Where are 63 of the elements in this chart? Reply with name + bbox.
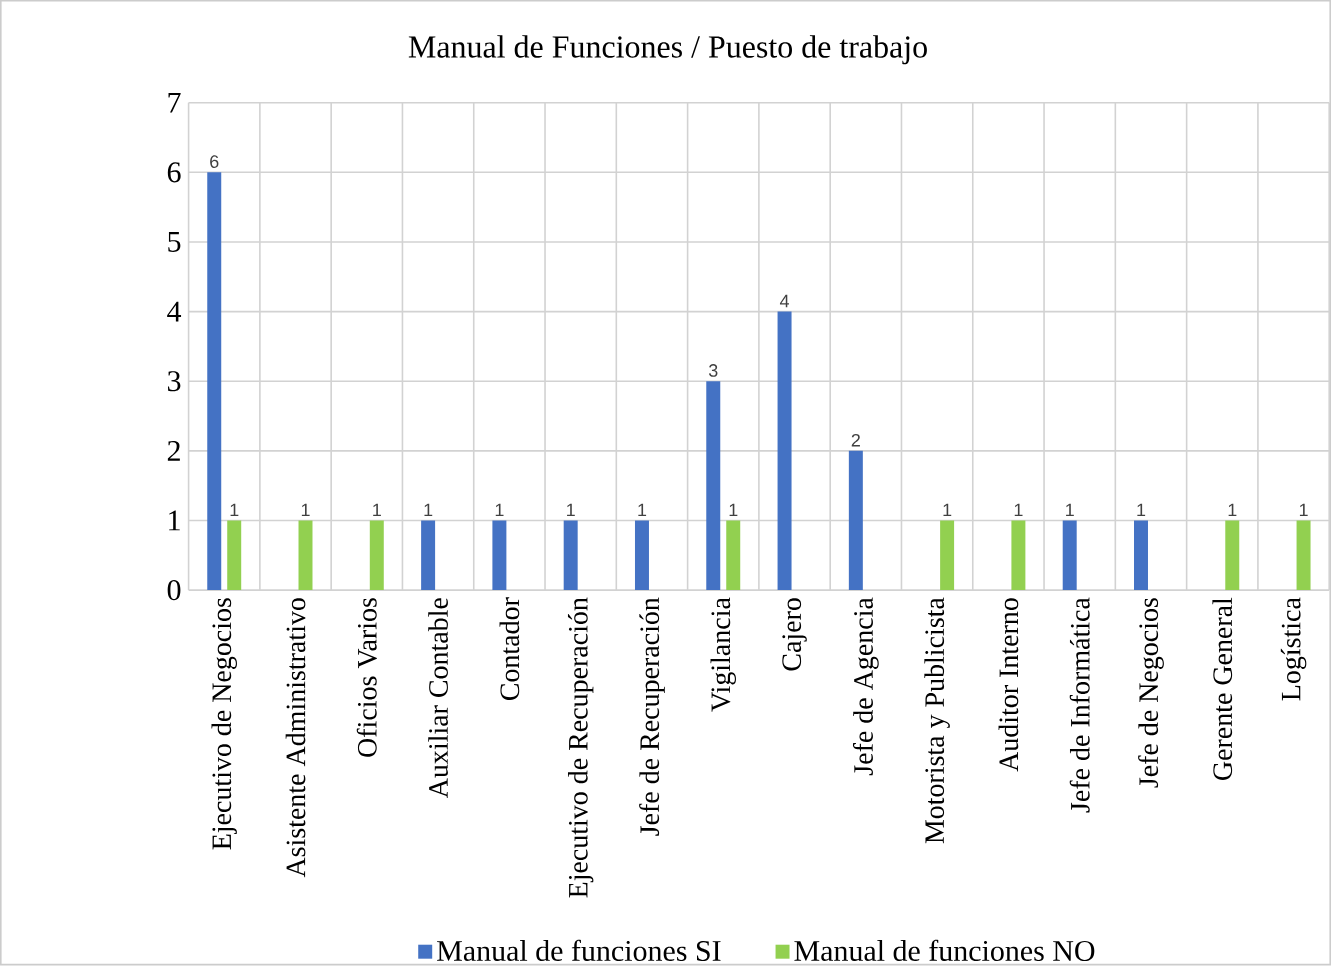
bar [777, 311, 792, 591]
data-label: 1 [424, 503, 433, 517]
bar [207, 172, 222, 591]
data-label: 1 [1228, 503, 1237, 517]
data-label: 1 [1066, 503, 1074, 517]
bar [298, 520, 313, 591]
x-tick-label: Vigilancia [710, 597, 736, 712]
y-tick-label: 1 [169, 510, 180, 531]
x-tick-label: Auxiliar Contable [428, 598, 448, 799]
bar [563, 520, 578, 591]
y-tick-label: 5 [168, 232, 181, 253]
x-tick-label: Gerente General [1212, 597, 1233, 781]
y-tick-label: 6 [167, 162, 181, 183]
bar [1296, 520, 1311, 591]
data-label: 1 [729, 503, 738, 517]
data-label: 2 [851, 434, 860, 447]
data-label: 1 [301, 503, 310, 517]
data-label: 3 [708, 364, 718, 377]
data-label: 4 [779, 294, 790, 308]
bar [1062, 520, 1077, 591]
bar [369, 520, 384, 591]
x-tick-label: Jefe de Recuperación [639, 597, 665, 836]
y-tick-label: 3 [167, 371, 181, 392]
bar [1134, 520, 1148, 591]
data-label: 1 [495, 503, 504, 517]
bar [421, 520, 436, 591]
bar [726, 520, 741, 591]
x-tick-label: Asistente Administrativo [285, 598, 306, 878]
x-tick-label: Logística [1280, 597, 1307, 701]
bar [940, 520, 955, 591]
chart-title: Manual de Funciones / Puesto de trabajo [408, 35, 927, 65]
y-tick-label: 7 [168, 93, 181, 113]
data-label: 1 [567, 503, 575, 517]
data-label: 1 [230, 503, 239, 517]
legend-label: Manual de funciones SI [437, 939, 721, 962]
y-tick-label: 4 [167, 301, 182, 322]
x-tick-label: Jefe de Negocios [1138, 598, 1164, 788]
data-label: 1 [1137, 503, 1146, 517]
x-tick-label: Contador [499, 597, 520, 701]
x-tick-label: Ejecutivo de Recuperación [567, 597, 594, 898]
x-tick-label: Jefe de Agencia [852, 597, 879, 776]
x-tick-label: Motorista y Publicista [924, 597, 950, 844]
data-label: 1 [943, 503, 952, 517]
y-tick-label: 2 [167, 441, 180, 461]
bar [492, 520, 507, 591]
x-tick-label: Auditor Interno [998, 598, 1019, 772]
data-label: 1 [638, 503, 647, 517]
bar [1225, 520, 1240, 591]
data-label: 6 [210, 155, 219, 169]
data-label: 1 [1014, 503, 1023, 517]
bar [848, 450, 863, 591]
legend-label: Manual de funciones NO [794, 939, 1095, 962]
bar [227, 520, 242, 591]
x-tick-label: Jefe de Informática [1069, 597, 1090, 813]
bar [634, 520, 649, 591]
data-label: 1 [1299, 503, 1308, 517]
x-tick-label: Ejecutivo de Negocios [211, 598, 237, 850]
x-tick-label: Cajero [782, 598, 807, 671]
data-label: 1 [373, 503, 381, 517]
bar [1011, 520, 1026, 591]
y-tick-label: 0 [167, 580, 181, 601]
bar [706, 381, 721, 591]
x-tick-label: Oficios Varios [356, 598, 377, 757]
